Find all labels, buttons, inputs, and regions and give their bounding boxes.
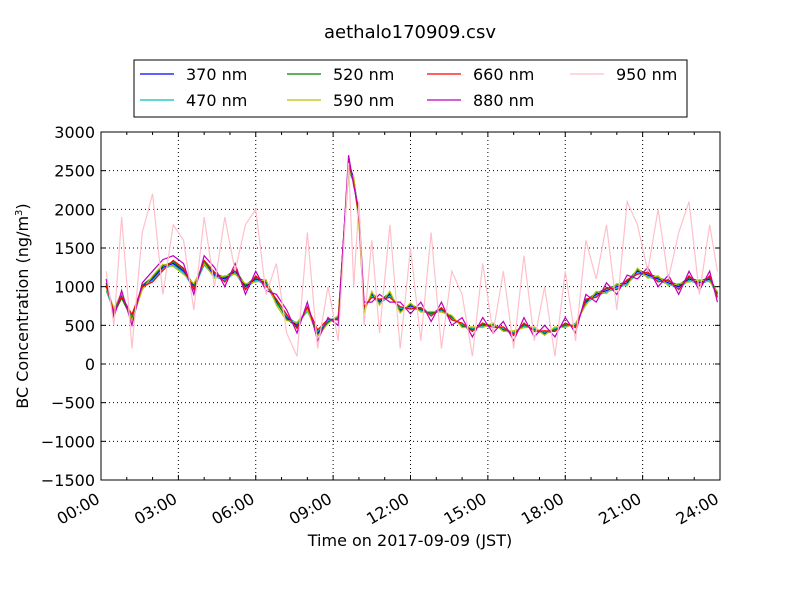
y-tick-label: 2500 <box>54 162 95 181</box>
y-tick-label: 1000 <box>54 278 95 297</box>
y-tick-label: −1000 <box>41 432 95 451</box>
legend-label: 660 nm <box>473 65 534 84</box>
series-line-950-nm <box>105 162 719 357</box>
series-line-660-nm <box>105 161 718 337</box>
y-tick-label: 500 <box>64 316 95 335</box>
series-line-880-nm <box>105 155 719 343</box>
legend-label: 880 nm <box>473 91 534 110</box>
y-tick-label: −500 <box>51 394 95 413</box>
y-axis-label: BC Concentration (ng/m3) <box>13 203 32 408</box>
series-layer <box>105 155 719 357</box>
x-axis-label: Time on 2017-09-09 (JST) <box>307 531 512 550</box>
legend-label: 590 nm <box>333 91 394 110</box>
legend-label: 520 nm <box>333 65 394 84</box>
y-tick-label: 3000 <box>54 123 95 142</box>
y-axis-label-main: BC Concentration (ng/m <box>13 216 32 409</box>
y-axis-label-end: ) <box>13 203 32 209</box>
y-tick-label: 2000 <box>54 200 95 219</box>
chart-title: aethalo170909.csv <box>324 22 496 43</box>
legend-label: 470 nm <box>186 91 247 110</box>
legend: 370 nm 470 nm 520 nm 590 nm 660 nm 880 nm 950 … <box>133 59 688 118</box>
y-tick-label: 1500 <box>54 239 95 258</box>
y-tick-label: 0 <box>85 355 95 374</box>
legend-label: 370 nm <box>186 65 247 84</box>
legend-frame <box>133 59 688 118</box>
y-tick-label: −1500 <box>41 471 95 490</box>
legend-label: 950 nm <box>616 65 677 84</box>
y-axis-label-superscript: 3 <box>14 210 25 216</box>
series-line-590-nm <box>105 170 718 338</box>
